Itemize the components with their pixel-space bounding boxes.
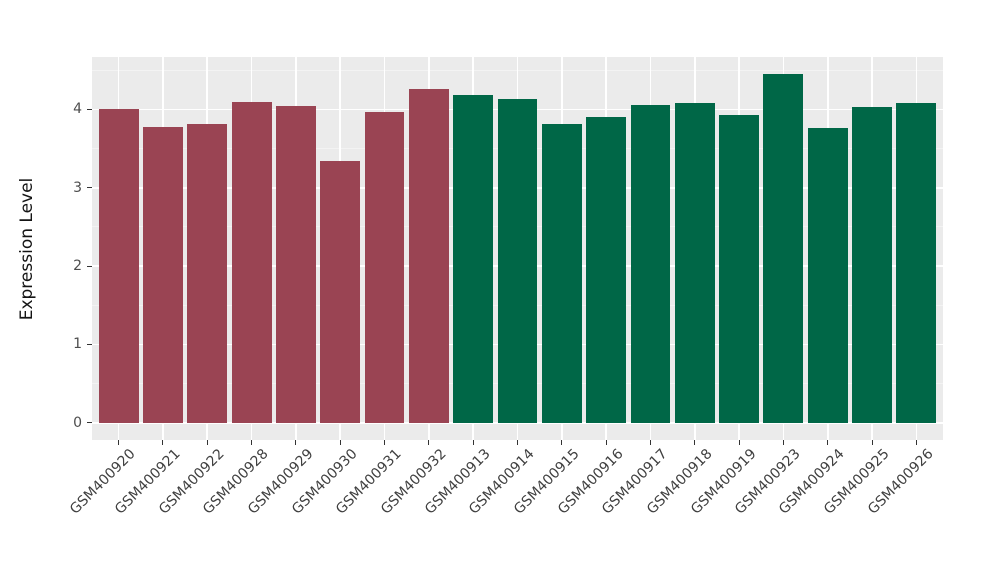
bar-GSM400928 — [231, 101, 272, 423]
y-tick-mark — [87, 422, 92, 424]
x-tick-mark — [118, 440, 120, 445]
y-tick-mark — [87, 108, 92, 110]
bar-GSM400913 — [453, 95, 494, 423]
y-tick-label: 1 — [73, 336, 82, 353]
bar-GSM400918 — [674, 103, 715, 423]
bar-GSM400923 — [763, 74, 804, 423]
y-tick-label: 3 — [73, 179, 82, 196]
y-axis-title: Expression Level — [17, 177, 37, 321]
bar-GSM400917 — [630, 104, 671, 423]
bar-GSM400931 — [364, 111, 405, 423]
x-tick-mark — [428, 440, 430, 445]
x-tick-mark — [915, 440, 917, 445]
y-tick-mark — [87, 187, 92, 189]
y-tick-label: 4 — [73, 101, 82, 118]
x-tick-mark — [339, 440, 341, 445]
x-tick-mark — [517, 440, 518, 445]
y-tick-mark — [87, 343, 92, 345]
bar-GSM400929 — [275, 105, 316, 423]
x-tick-mark — [251, 440, 253, 445]
x-tick-mark — [738, 440, 740, 445]
x-tick-mark — [295, 440, 297, 445]
x-tick-mark — [206, 440, 208, 445]
y-tick-mark — [87, 265, 92, 267]
bar-GSM400922 — [187, 123, 228, 423]
bar-GSM400916 — [586, 117, 627, 423]
bar-GSM400930 — [320, 161, 361, 423]
x-tick-mark — [649, 440, 651, 445]
bar-GSM400919 — [719, 114, 760, 423]
bar-GSM400921 — [142, 127, 183, 423]
x-tick-mark — [605, 440, 607, 445]
bar-GSM400920 — [98, 109, 139, 423]
x-tick-mark — [162, 440, 164, 445]
x-tick-mark — [561, 440, 563, 445]
y-tick-label: 0 — [73, 414, 82, 431]
x-tick-mark — [782, 440, 784, 445]
y-tick-label: 2 — [73, 258, 82, 275]
x-tick-mark — [871, 440, 873, 445]
bar-GSM400915 — [541, 124, 582, 423]
x-tick-mark — [472, 440, 474, 445]
x-tick-mark — [384, 440, 386, 445]
bar-GSM400914 — [497, 99, 538, 423]
x-tick-mark — [694, 440, 696, 445]
bar-GSM400932 — [408, 89, 449, 423]
bar-GSM400926 — [896, 103, 937, 423]
bar-GSM400924 — [807, 128, 848, 423]
plot-panel — [92, 57, 943, 440]
bar-GSM400925 — [852, 107, 893, 423]
x-tick-mark — [827, 440, 829, 445]
